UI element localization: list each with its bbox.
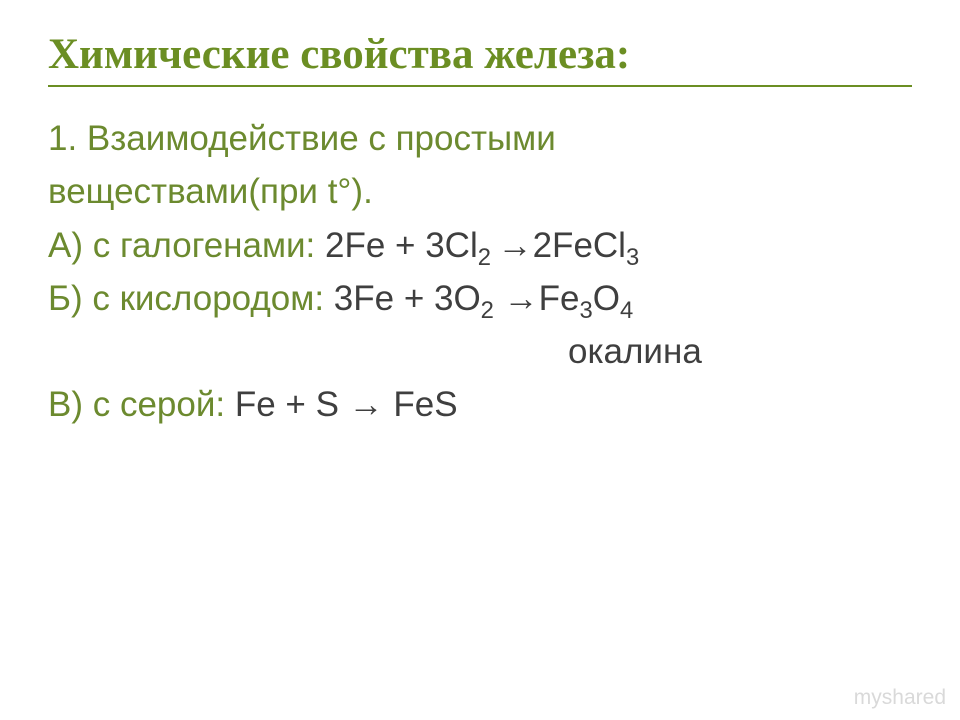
title-underline <box>48 85 912 87</box>
reaction-oxygen: Б) с кислородом: 3Fe + 3O2 →Fe3O4 <box>48 275 912 322</box>
sulfur-label: В) с серой: <box>48 385 235 424</box>
reaction-halogens: А) с галогенами: 2Fe + 3Cl2 →2FeCl3 <box>48 222 912 269</box>
oxygen-formula: 3Fe + 3O2 →Fe3O4 <box>334 279 633 318</box>
okalina-label: окалина <box>568 332 702 371</box>
halogens-formula: 2Fe + 3Cl2 →2FeCl3 <box>325 226 639 265</box>
reaction-sulfur: В) с серой: Fe + S → FeS <box>48 381 912 428</box>
halogens-label: А) с галогенами: <box>48 226 325 265</box>
slide: Химические свойства железа: 1. Взаимодей… <box>0 0 960 720</box>
oxygen-label: Б) с кислородом: <box>48 279 334 318</box>
oxygen-product-name: окалина <box>48 328 912 375</box>
watermark: myshared <box>854 686 946 710</box>
section-intro-line1: 1. Взаимодействие с простыми <box>48 115 912 162</box>
slide-title: Химические свойства железа: <box>48 30 912 79</box>
sulfur-formula: Fe + S → FeS <box>235 385 458 424</box>
section-intro-line2: веществами(при t°). <box>48 168 912 215</box>
